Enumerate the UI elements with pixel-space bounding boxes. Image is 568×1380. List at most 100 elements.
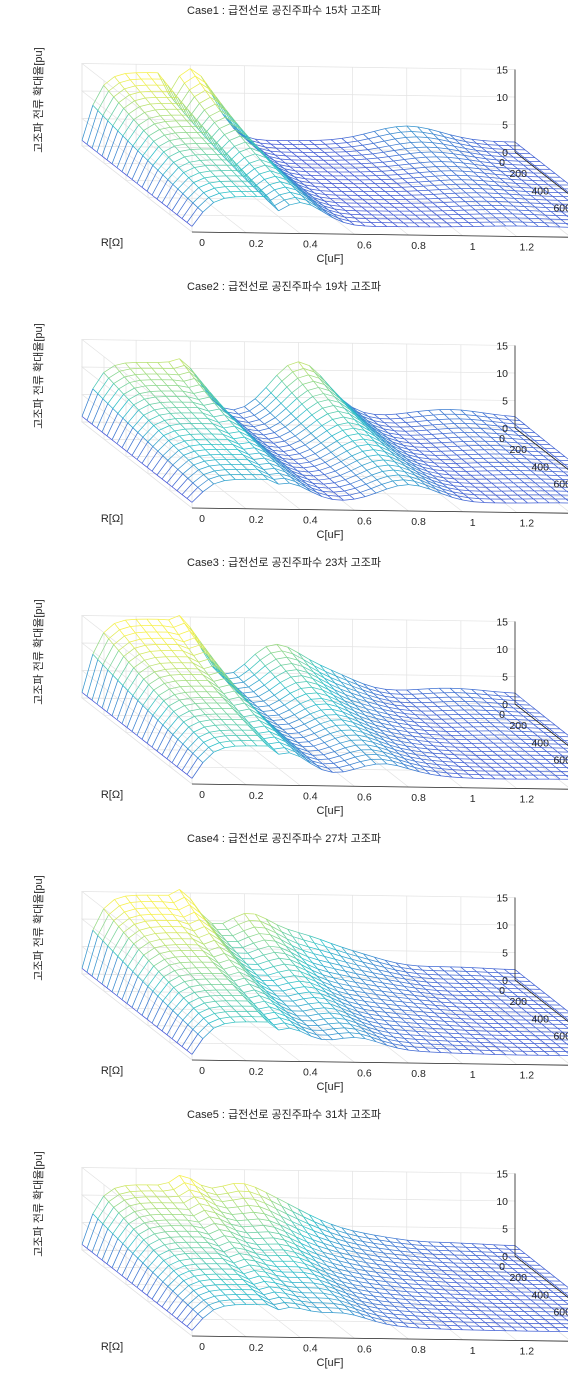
mesh-line-c	[319, 678, 330, 684]
mesh-line-r	[252, 191, 257, 196]
mesh-line-r	[438, 420, 443, 425]
mesh-line-r	[195, 703, 200, 709]
mesh-line-c	[173, 380, 184, 381]
mesh-line-c	[129, 654, 140, 662]
mesh-line-r	[445, 463, 450, 467]
mesh-line-r	[498, 471, 503, 475]
mesh-line-r	[332, 184, 337, 188]
mesh-line-c	[199, 455, 210, 456]
mesh-line-c	[184, 167, 195, 172]
mesh-line-r	[455, 471, 460, 475]
mesh-line-r	[460, 751, 465, 755]
mesh-line-r	[538, 177, 543, 181]
mesh-line-r	[526, 467, 531, 471]
mesh-line-r	[533, 775, 538, 779]
mesh-line-c	[113, 108, 124, 126]
mesh-line-r	[219, 193, 224, 198]
mesh-line-c	[169, 615, 180, 619]
mesh-line-c	[442, 442, 453, 443]
mesh-line-r	[332, 436, 337, 441]
mesh-line-c	[304, 660, 315, 666]
mesh-line-r	[473, 180, 478, 184]
mesh-line-r	[437, 157, 442, 162]
mesh-line-c	[307, 402, 318, 409]
mesh-line-c	[324, 483, 335, 484]
mesh-line-r	[336, 195, 341, 199]
mesh-line-r	[423, 186, 428, 190]
mesh-line-r	[182, 495, 187, 499]
mesh-line-r	[297, 398, 302, 404]
mesh-line-r	[302, 404, 307, 409]
mesh-line-r	[509, 146, 514, 150]
mesh-line-c	[453, 162, 464, 163]
mesh-line-r	[125, 363, 130, 369]
mesh-line-c	[513, 716, 524, 717]
mesh-line-c	[172, 474, 183, 487]
mesh-line-r	[426, 439, 431, 443]
mesh-line-r	[170, 127, 175, 133]
z-tick-label: 15	[496, 65, 508, 77]
mesh-line-c	[264, 418, 275, 424]
mesh-line-c	[122, 696, 133, 724]
mesh-line-r	[337, 187, 342, 191]
mesh-line-r	[119, 83, 124, 89]
mesh-line-r	[158, 451, 163, 456]
mesh-line-r	[550, 445, 555, 449]
mesh-line-c	[224, 426, 235, 428]
mesh-line-c	[433, 414, 444, 415]
mesh-line-r	[329, 479, 334, 483]
mesh-line-r	[555, 499, 560, 503]
mesh-line-r	[525, 150, 530, 154]
mesh-line-r	[152, 195, 157, 199]
mesh-line-r	[220, 181, 225, 186]
mesh-line-c	[119, 627, 130, 630]
mesh-line-c	[352, 451, 363, 456]
mesh-line-r	[341, 199, 346, 203]
mesh-line-c	[282, 372, 293, 381]
mesh-line-c	[244, 415, 255, 418]
mesh-line-c	[384, 139, 395, 141]
mesh-line-r	[496, 218, 501, 222]
mesh-line-r	[104, 373, 109, 378]
mesh-line-r	[175, 133, 180, 139]
mesh-line-r	[530, 203, 535, 207]
mesh-line-r	[173, 735, 178, 740]
mesh-line-r	[349, 172, 354, 176]
mesh-line-r	[179, 700, 184, 705]
mesh-line-r	[352, 456, 357, 461]
mesh-line-r	[331, 140, 336, 144]
mesh-line-r	[325, 144, 330, 148]
mesh-line-r	[472, 467, 477, 471]
mesh-line-c	[102, 675, 113, 708]
mesh-line-r	[294, 715, 299, 720]
mesh-line-c	[266, 375, 277, 387]
mesh-line-c	[439, 189, 450, 190]
mesh-line-r	[447, 166, 452, 171]
mesh-line-c	[279, 483, 290, 484]
mesh-line-c	[195, 76, 206, 83]
mesh-line-r	[274, 695, 279, 700]
mesh-line-c	[128, 410, 139, 423]
mesh-line-r	[368, 203, 373, 207]
mesh-line-r	[190, 69, 195, 76]
mesh-line-c	[418, 190, 429, 191]
mesh-line-c	[173, 455, 184, 465]
mesh-line-r	[147, 362, 152, 368]
mesh-line-r	[175, 681, 180, 687]
mesh-line-r	[142, 463, 147, 467]
mesh-line-r	[334, 763, 339, 767]
mesh-line-c	[277, 365, 288, 375]
mesh-line-c	[144, 397, 155, 399]
mesh-line-r	[455, 193, 460, 197]
mesh-line-r	[550, 495, 555, 499]
mesh-line-c	[228, 439, 239, 444]
mesh-line-r	[498, 201, 503, 205]
mesh-line-r	[284, 200, 289, 205]
mesh-line-r	[293, 372, 298, 378]
mesh-line-r	[229, 420, 234, 426]
mesh-line-r	[148, 161, 153, 166]
mesh-line-c	[155, 109, 166, 110]
mesh-line-r	[167, 645, 172, 651]
mesh-line-r	[491, 715, 496, 719]
mesh-line-r	[339, 164, 344, 168]
